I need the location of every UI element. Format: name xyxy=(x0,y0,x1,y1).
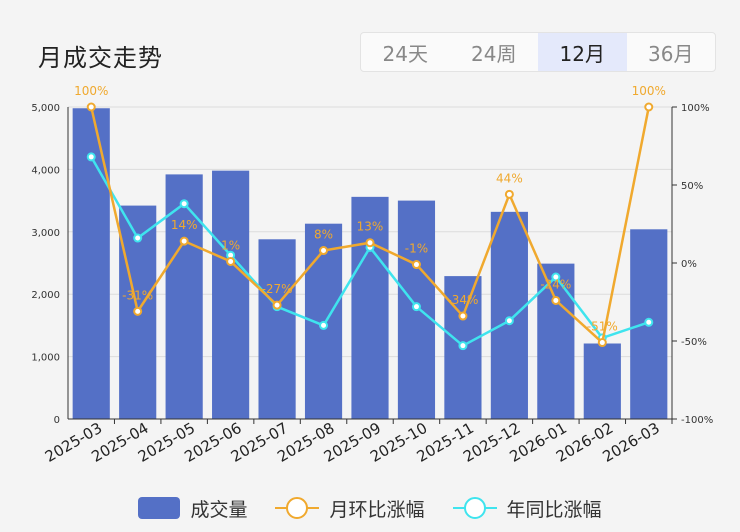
yoy-point xyxy=(551,272,561,282)
left-tick-label: 4,000 xyxy=(31,165,60,176)
tab-36-months[interactable]: 36月 xyxy=(648,41,694,66)
yoy-point xyxy=(504,316,514,326)
right-tick-label: -50% xyxy=(681,337,707,348)
left-tick-label: 5,000 xyxy=(31,103,60,114)
mom-point xyxy=(133,306,143,316)
left-tick-label: 3,000 xyxy=(31,228,60,239)
legend-label-volume: 成交量 xyxy=(190,498,248,521)
mom-data-label: 14% xyxy=(171,218,198,232)
mom-point xyxy=(365,238,375,248)
volume-bar xyxy=(490,211,528,419)
volume-bars xyxy=(72,108,668,420)
mom-point xyxy=(644,102,654,112)
legend-item-volume[interactable]: 成交量 xyxy=(138,495,247,522)
yoy-point xyxy=(86,152,96,162)
legend-yoy-swatch xyxy=(452,497,497,519)
yoy-point xyxy=(458,341,468,351)
mom-data-label: -34% xyxy=(447,293,478,307)
data-labels: 100% -31% 14% 1% -27% 8% 13% -1% -34% 44% -24% -51%… xyxy=(74,84,666,334)
mom-data-label: -51% xyxy=(587,320,618,334)
mom-point xyxy=(319,246,329,256)
yoy-point xyxy=(319,320,329,330)
legend-item-yoy[interactable]: 年同比涨幅 xyxy=(452,495,602,522)
mom-data-label: -24% xyxy=(540,277,571,291)
mom-data-label: 1% xyxy=(221,238,240,252)
yoy-point xyxy=(644,317,654,327)
right-tick-label: 100% xyxy=(681,103,710,114)
volume-bar xyxy=(212,170,250,419)
legend-item-mom[interactable]: 月环比涨幅 xyxy=(275,495,425,522)
mom-point xyxy=(411,260,421,270)
page-title: 月成交走势 xyxy=(38,44,163,72)
mom-point xyxy=(458,311,468,321)
tab-24-weeks[interactable]: 24周 xyxy=(471,41,517,66)
rate-lines xyxy=(86,102,654,351)
volume-bar xyxy=(258,239,296,419)
mom-data-label: 8% xyxy=(314,228,333,242)
monthly-trend-chart: 0 1,000 2,000 3,000 4,000 5,000 -100% -50% 0% 50%… xyxy=(31,84,713,466)
volume-bar xyxy=(351,196,389,419)
mom-point xyxy=(597,338,607,348)
legend-label-yoy: 年同比涨幅 xyxy=(506,498,602,521)
tab-24-days[interactable]: 24天 xyxy=(382,41,428,66)
mom-data-label: 44% xyxy=(496,171,523,185)
yoy-point xyxy=(179,199,189,209)
legend-label-mom: 月环比涨幅 xyxy=(329,498,425,521)
mom-point xyxy=(179,236,189,246)
mom-data-label: -27% xyxy=(262,282,293,296)
mom-point xyxy=(226,256,236,266)
yoy-point xyxy=(133,233,143,243)
chart-legend: 成交量 月环比涨幅 年同比涨幅 xyxy=(0,490,740,526)
tab-12-months[interactable]: 12月 xyxy=(538,33,627,71)
left-tick-label: 1,000 xyxy=(31,353,60,364)
volume-bar xyxy=(583,343,621,419)
left-tick-label: 2,000 xyxy=(31,290,60,301)
legend-mom-swatch xyxy=(275,497,320,519)
mom-data-label: 100% xyxy=(74,84,108,98)
mom-data-label: -31% xyxy=(122,288,153,302)
volume-bar xyxy=(165,174,203,419)
mom-data-label: 13% xyxy=(357,220,384,234)
legend-bar-swatch xyxy=(138,497,181,519)
right-tick-label: 0% xyxy=(681,259,697,270)
mom-point xyxy=(272,300,282,310)
yoy-point xyxy=(411,302,421,312)
right-tick-label: 50% xyxy=(681,181,703,192)
mom-point xyxy=(504,189,514,199)
mom-data-label: 100% xyxy=(632,84,666,98)
mom-point xyxy=(86,102,96,112)
right-tick-label: -100% xyxy=(681,415,713,426)
mom-point xyxy=(551,295,561,305)
left-tick-label: 0 xyxy=(54,415,60,426)
period-tabs: 24天 24周 12月 36月 xyxy=(360,32,716,72)
mom-data-label: -1% xyxy=(405,242,428,256)
